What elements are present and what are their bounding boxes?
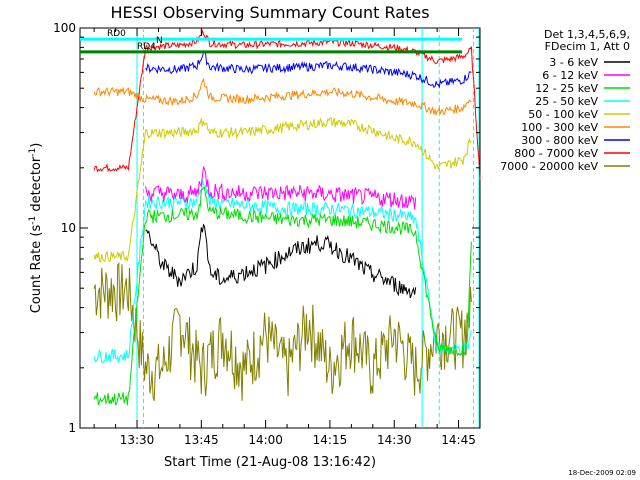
x-tick-label: 14:45 (441, 433, 476, 447)
y-axis-label-sup2: -1 (28, 148, 38, 157)
series-line (93, 186, 472, 406)
series-line (93, 78, 472, 116)
series-line (145, 50, 472, 89)
legend-entry-label: 3 - 6 keV (549, 56, 598, 69)
y-axis-label: Count Rate (s-1 detector-1) (28, 143, 44, 314)
legend-entry-label: 7000 - 20000 keV (500, 160, 598, 173)
series-line (145, 165, 417, 210)
y-tick-label: 10 (61, 221, 76, 235)
series-line (93, 179, 472, 364)
legend-entry-label: 25 - 50 keV (535, 95, 598, 108)
legend-entry-label: 50 - 100 keV (528, 108, 598, 121)
x-tick-label: 14:30 (377, 433, 412, 447)
legend-header-line2: FDecim 1, Att 0 (545, 40, 630, 53)
y-tick-label: 100 (53, 21, 76, 35)
legend: Det 1,3,4,5,6,9, FDecim 1, Att 0 3 - 6 k… (500, 28, 630, 173)
legend-entry-label: 800 - 7000 keV (514, 147, 598, 160)
x-axis-label: Start Time (21-Aug-08 13:16:42) (164, 455, 376, 470)
y-tick-label: 1 (68, 421, 76, 435)
threshold-label: RD0 (107, 29, 126, 39)
x-tick-label: 14:15 (313, 433, 348, 447)
chart-title: HESSI Observing Summary Count Rates (110, 3, 429, 22)
y-axis-label-close: ) (29, 143, 44, 148)
series-line (145, 223, 417, 299)
x-tick-label: 14:00 (248, 433, 283, 447)
legend-entry-label: 300 - 800 keV (521, 134, 598, 147)
marker-N: N (156, 36, 163, 46)
legend-header-line1: Det 1,3,4,5,6,9, (544, 28, 630, 41)
series-line (93, 116, 472, 263)
y-axis: 1 10 100 (53, 21, 480, 435)
legend-entry-label: 6 - 12 keV (542, 69, 598, 82)
y-axis-label-sup: -1 (28, 216, 38, 225)
threshold-label: RD4 (137, 42, 156, 52)
x-tick-label: 13:45 (184, 433, 219, 447)
legend-entry-label: 100 - 300 keV (521, 121, 598, 134)
footer-timestamp: 18-Dec-2009 02:09 (568, 469, 636, 477)
legend-entry-label: 12 - 25 keV (535, 82, 598, 95)
y-axis-label-suffix: detector (29, 156, 44, 216)
y-axis-label-prefix: Count Rate (s (29, 225, 44, 314)
x-tick-label: 13:30 (120, 433, 155, 447)
series-line (93, 262, 472, 402)
x-axis: 13:30 13:45 14:00 14:15 14:30 14:45 (93, 28, 481, 447)
